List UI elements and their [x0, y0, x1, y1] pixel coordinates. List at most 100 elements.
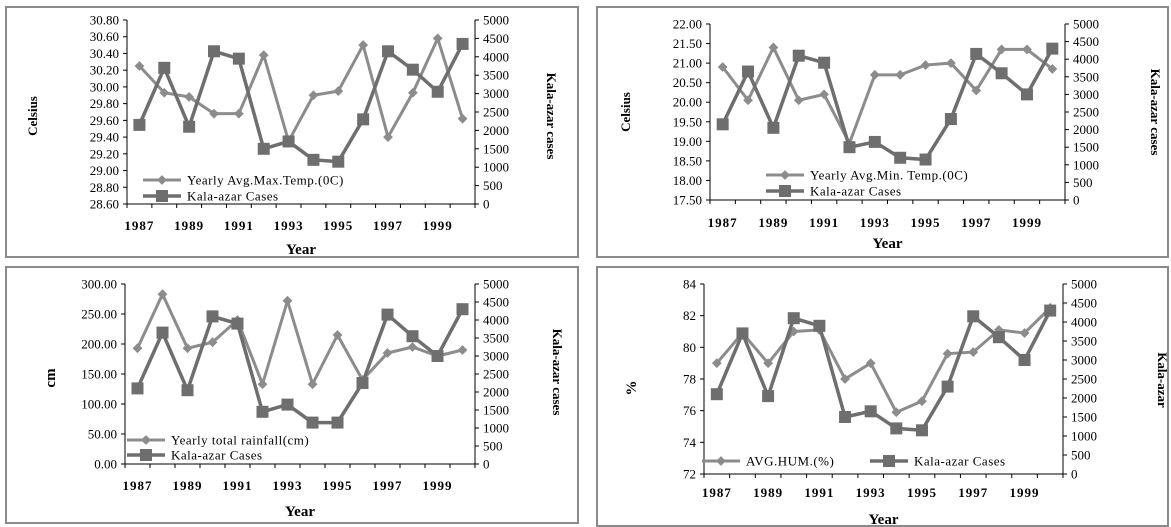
data-point-square — [890, 422, 903, 435]
data-point-square — [156, 326, 169, 339]
data-point-square — [332, 155, 345, 168]
series-line — [136, 290, 463, 389]
series-kala-azar — [710, 304, 1057, 437]
y2-tick-label: 4000 — [483, 313, 509, 328]
data-point-square — [716, 118, 729, 131]
data-point-square — [131, 382, 144, 395]
y-tick-label: 50.00 — [88, 427, 117, 442]
data-point-square — [183, 120, 196, 133]
data-point-diamond — [159, 87, 170, 98]
data-point-diamond — [865, 358, 876, 369]
data-point-diamond — [1047, 64, 1058, 74]
data-point-square — [818, 56, 831, 69]
data-point-diamond — [233, 108, 244, 119]
data-point-square — [710, 388, 723, 401]
data-point-square — [787, 312, 800, 325]
legend-label: Kala-azar Cases — [810, 184, 902, 199]
data-point-diamond — [383, 132, 393, 142]
data-point-square — [813, 319, 826, 332]
x-tick-label: 1999 — [1012, 215, 1042, 230]
legend: Yearly total rainfall(cm)Kala-azar Cases — [127, 433, 309, 463]
data-point-square — [406, 63, 419, 76]
data-point-square — [231, 317, 244, 330]
y-tick-label: 20.00 — [673, 95, 702, 110]
y-axis-title: Celsius — [618, 92, 633, 132]
legend-label: AVG.HUM.(%) — [746, 454, 834, 469]
y2-tick-label: 3000 — [1073, 87, 1099, 102]
data-point-square — [1046, 42, 1059, 55]
data-point-diamond — [432, 33, 443, 44]
x-tick-label: 1989 — [758, 215, 788, 230]
data-point-diamond — [184, 92, 195, 102]
chart-svg: 17.50 18.00 18.50 19.00 19.50 20.00 20.50 21.00… — [618, 17, 1163, 253]
x-axis-title: Year — [873, 236, 903, 252]
data-point-square — [133, 118, 146, 131]
y-tick-label: 29.00 — [90, 163, 119, 178]
data-point-square — [742, 65, 755, 78]
y2-tick-label: 3000 — [1071, 353, 1097, 368]
y2-tick-label: 2500 — [483, 105, 509, 120]
y-tick-label: 78 — [683, 372, 696, 387]
y2-tick-label: 0 — [1071, 467, 1078, 482]
x-tick-label: 1991 — [223, 478, 253, 493]
x-tick-label: 1991 — [224, 218, 254, 233]
y2-tick-label: 5000 — [483, 13, 509, 28]
data-point-diamond — [209, 108, 219, 119]
data-point-diamond — [869, 69, 880, 80]
y2-tick-label: 500 — [1073, 175, 1093, 190]
chart-svg: 72 74 76 78 80 82 84 0 500 1000 1500 2000 2500 3000 35… — [624, 277, 1167, 526]
y-tick-label: 30.40 — [90, 46, 119, 61]
data-point-square — [992, 331, 1005, 344]
data-point-diamond — [717, 62, 728, 72]
legend-marker-diamond — [716, 456, 726, 466]
data-point-diamond — [308, 90, 319, 101]
chart-panel-min-temp: 17.50 18.00 18.50 19.00 19.50 20.00 20.50 21.00… — [596, 6, 1169, 258]
data-point-diamond — [895, 69, 906, 80]
y-tick-label: 21.00 — [673, 56, 702, 71]
series-kala-azar — [133, 37, 469, 168]
x-tick-label: 1997 — [373, 218, 403, 233]
y-tick-label: 82 — [683, 308, 696, 323]
data-point-diamond — [768, 42, 779, 53]
y-tick-label: 30.00 — [90, 79, 119, 94]
x-tick-label: 1993 — [860, 215, 890, 230]
y-tick-label: 22.00 — [673, 17, 702, 32]
data-point-square — [282, 135, 295, 148]
data-point-diamond — [763, 358, 774, 369]
series-line — [137, 43, 465, 164]
y2-tick-label: 4500 — [483, 31, 509, 46]
legend-label: Kala-azar Cases — [914, 454, 1006, 469]
data-point-diamond — [332, 330, 343, 340]
y-tick-label: 30.60 — [90, 29, 119, 44]
data-point-square — [208, 45, 220, 58]
legend-label: Kala-azar Cases — [187, 189, 279, 204]
y-tick-label: 29.80 — [90, 96, 119, 111]
x-tick-label: 1995 — [907, 485, 937, 500]
y-tick-label: 0.00 — [94, 457, 117, 472]
y-tick-label: 30.20 — [90, 63, 119, 78]
data-point-square — [381, 308, 394, 321]
y2-tick-label: 0 — [483, 457, 490, 472]
series-climate — [132, 289, 468, 390]
data-point-diamond — [457, 345, 468, 355]
x-tick-label: 1995 — [323, 218, 353, 233]
y-tick-label: 29.40 — [90, 130, 119, 145]
series-line — [138, 34, 465, 146]
data-point-square — [206, 310, 219, 323]
legend-label: Yearly Avg.Max.Temp.(0C) — [187, 173, 344, 188]
y-tick-label: 17.50 — [673, 193, 702, 208]
x-tick-label: 1999 — [423, 218, 453, 233]
y2-tick-label: 2500 — [1071, 372, 1097, 387]
y-tick-label: 28.60 — [90, 197, 119, 212]
y-tick-label: 74 — [683, 435, 697, 450]
data-point-square — [456, 37, 469, 50]
series-line — [135, 308, 465, 425]
y-tick-label: 150.00 — [81, 367, 117, 382]
data-point-square — [944, 113, 957, 126]
y2-tick-label: 0 — [483, 197, 490, 212]
series-line — [721, 47, 1054, 162]
data-point-square — [941, 380, 954, 393]
chart-panel-max-temp: 28.60 28.80 29.00 29.20 29.40 29.60 29.80 30.00… — [5, 6, 579, 258]
legend-marker-square — [156, 190, 168, 202]
x-tick-label: 1989 — [753, 485, 783, 500]
